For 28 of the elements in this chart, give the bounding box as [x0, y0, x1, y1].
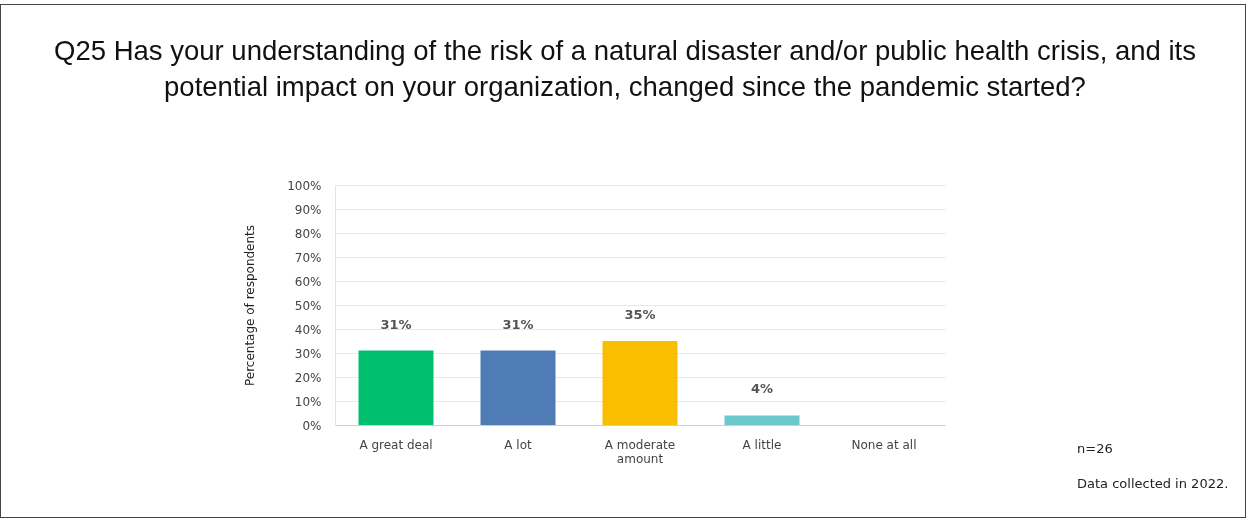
bar: [724, 415, 800, 425]
data-label: 4%: [750, 381, 774, 397]
y-tick-label: 10%: [294, 394, 322, 409]
y-tick-label: 20%: [294, 370, 322, 385]
bar: [480, 350, 556, 425]
y-tick-label: 90%: [294, 202, 322, 217]
data-label: 31%: [502, 316, 534, 332]
y-tick-label: 70%: [294, 250, 322, 265]
chart-title: Q25 Has your understanding of the risk of a natural disaster and/or public health crisis, and its potential impact on your organization, changed since the pandemic started?: [53, 34, 1197, 104]
y-tick-label: 100%: [287, 178, 322, 193]
x-tick-label: A great deal: [359, 437, 433, 452]
x-tick-label: A lot: [504, 437, 532, 452]
y-tick-label: 30%: [294, 346, 322, 361]
data-label: 31%: [380, 316, 412, 332]
y-tick-label: 60%: [294, 274, 322, 289]
x-tick-label: A little: [742, 437, 782, 452]
y-axis-title: Percentage of respondents: [243, 224, 258, 387]
text: Data collected in 2022.: [1077, 476, 1229, 491]
x-tick-label: A moderate amount: [604, 437, 676, 466]
data-label: 35%: [624, 307, 656, 322]
bar: [358, 350, 434, 425]
y-tick-label: 50%: [294, 298, 322, 313]
y-tick-label: 80%: [294, 226, 322, 241]
x-tick-label: None at all: [851, 437, 917, 452]
y-tick-label: 0%: [302, 418, 322, 433]
text: n=26: [1077, 441, 1113, 456]
bar: [602, 341, 678, 425]
y-tick-label: 40%: [294, 322, 322, 337]
